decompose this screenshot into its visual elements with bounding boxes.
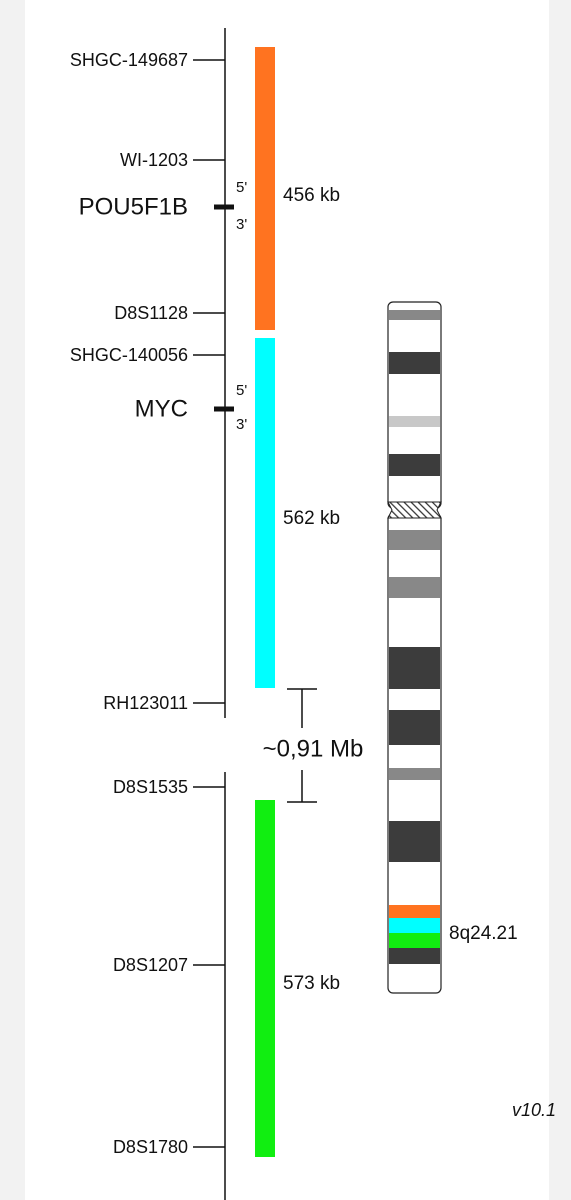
version-label: v10.1 <box>512 1100 556 1120</box>
marker-label: SHGC-149687 <box>70 50 188 70</box>
map-axis <box>193 28 226 1200</box>
gene-end: 3' <box>236 416 247 433</box>
segment-size: 573 kb <box>283 973 340 994</box>
gap-bracket <box>287 688 317 803</box>
segment-size: 562 kb <box>283 508 340 529</box>
gene-end: 5' <box>236 179 247 196</box>
segment-bar <box>255 338 275 688</box>
segment-bar <box>255 47 275 330</box>
right-margin <box>549 0 571 1200</box>
gene-ticks <box>214 204 234 412</box>
left-margin <box>0 0 25 1200</box>
chromosome-ideogram <box>387 301 442 994</box>
marker-label: RH123011 <box>103 693 188 713</box>
segment-size: 456 kb <box>283 185 340 206</box>
segment-bar <box>255 800 275 1157</box>
marker-label: D8S1535 <box>113 777 188 797</box>
marker-label: D8S1207 <box>113 955 188 975</box>
marker-label: D8S1128 <box>114 303 188 323</box>
gene-end: 5' <box>236 382 247 399</box>
gene-label: POU5F1B <box>79 193 188 220</box>
gene-end: 3' <box>236 216 247 233</box>
gap-label: ~0,91 Mb <box>263 735 364 762</box>
marker-label: SHGC-140056 <box>70 345 188 365</box>
marker-label: D8S1780 <box>113 1137 188 1157</box>
gene-label: MYC <box>135 395 188 422</box>
band-label: 8q24.21 <box>449 923 518 944</box>
marker-label: WI-1203 <box>120 150 188 170</box>
